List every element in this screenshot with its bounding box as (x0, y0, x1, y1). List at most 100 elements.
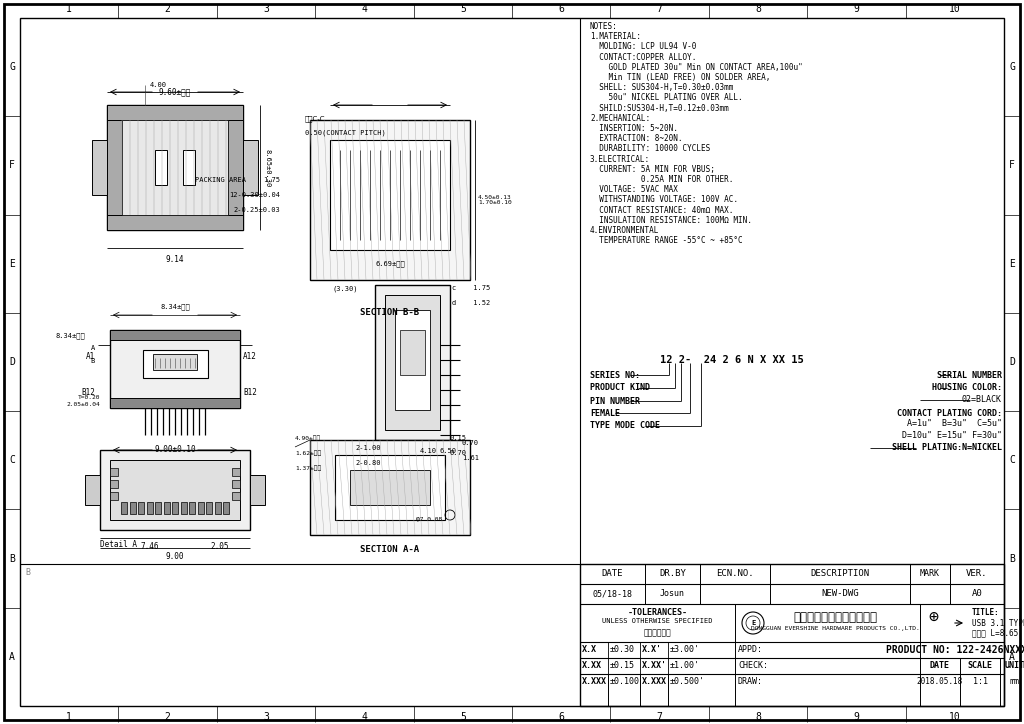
Text: DRAW:: DRAW: (738, 678, 763, 686)
Text: B: B (1009, 554, 1015, 563)
Text: CURRENT: 5A MIN FOR VBUS;: CURRENT: 5A MIN FOR VBUS; (590, 165, 715, 174)
Text: 1.62±少量: 1.62±少量 (295, 450, 322, 455)
Text: ECN.NO.: ECN.NO. (716, 570, 754, 578)
Text: ±0.500': ±0.500' (670, 678, 705, 686)
Text: A=1u"  B=3u"  C=5u": A=1u" B=3u" C=5u" (907, 419, 1002, 429)
Text: UNLESS OTHERWISE SPECIFIED: UNLESS OTHERWISE SPECIFIED (602, 618, 713, 624)
Text: Josun: Josun (660, 589, 685, 599)
Text: ±1.00': ±1.00' (670, 662, 700, 670)
Text: VER.: VER. (967, 570, 988, 578)
Text: F: F (9, 161, 15, 170)
Bar (206, 502, 212, 514)
Text: B: B (91, 358, 95, 364)
Text: 50u" NICKEL PLATING OVER ALL.: 50u" NICKEL PLATING OVER ALL. (590, 93, 742, 102)
Text: C: C (1009, 455, 1015, 466)
Text: CONTACT RESISTANCE: 40mΩ MAX.: CONTACT RESISTANCE: 40mΩ MAX. (590, 206, 733, 214)
Text: 4.90±少量: 4.90±少量 (295, 435, 322, 441)
Bar (138, 502, 144, 514)
Text: d    1.52: d 1.52 (452, 300, 490, 306)
Bar (228, 120, 243, 215)
Text: TYPE MODE CODE: TYPE MODE CODE (590, 421, 660, 431)
Text: 0.15: 0.15 (450, 435, 467, 441)
Bar (106, 215, 243, 230)
Text: 1: 1 (67, 712, 72, 722)
Text: SCALE: SCALE (968, 662, 992, 670)
Text: 东莞咏参考表: 东莞咏参考表 (644, 628, 672, 637)
Text: D=10u" E=15u" F=30u": D=10u" E=15u" F=30u" (902, 431, 1002, 439)
Text: CHECK:: CHECK: (738, 662, 768, 670)
Bar (232, 480, 240, 488)
Bar (146, 502, 153, 514)
Text: VOLTAGE: 5VAC MAX: VOLTAGE: 5VAC MAX (590, 185, 678, 194)
Text: mm: mm (1010, 678, 1020, 686)
Text: 3: 3 (263, 712, 269, 722)
Bar (110, 460, 240, 520)
Text: 1.MATERIAL:: 1.MATERIAL: (590, 32, 641, 41)
Text: 6.50: 6.50 (440, 448, 457, 454)
Bar (92, 140, 106, 195)
Text: DATE: DATE (602, 570, 624, 578)
Text: 0.50(CONTACT PITCH): 0.50(CONTACT PITCH) (305, 130, 386, 137)
Text: 05/18-18: 05/18-18 (593, 589, 633, 599)
Text: EXTRACTION: 8~20N.: EXTRACTION: 8~20N. (590, 134, 683, 143)
Text: φ7 0.08: φ7 0.08 (416, 518, 442, 523)
Text: DR.BY: DR.BY (659, 570, 686, 578)
Text: 6: 6 (558, 4, 564, 14)
Text: ±0.30: ±0.30 (610, 646, 635, 654)
Text: 1.61: 1.61 (462, 455, 479, 461)
Bar (250, 475, 265, 505)
Text: 12 2-  24 2 6 N X XX 15: 12 2- 24 2 6 N X XX 15 (660, 355, 804, 365)
Text: X.XX': X.XX' (642, 662, 667, 670)
Text: B: B (9, 554, 15, 563)
Text: 双外壳 L=8.65: 双外壳 L=8.65 (972, 628, 1018, 637)
Text: 8: 8 (755, 4, 761, 14)
Text: 2.05: 2.05 (211, 542, 229, 551)
Text: E: E (751, 620, 755, 626)
Text: Detail A: Detail A (100, 540, 137, 549)
Text: A1: A1 (86, 352, 95, 361)
Text: CONTACT PLATING CORD:: CONTACT PLATING CORD: (897, 408, 1002, 418)
Text: ±3.00': ±3.00' (670, 646, 700, 654)
Bar (164, 502, 170, 514)
Text: 东莞咏辉五金製品有限公司: 东莞咏辉五金製品有限公司 (794, 611, 878, 624)
Bar (180, 502, 186, 514)
Text: 2: 2 (165, 712, 171, 722)
Text: 6: 6 (558, 712, 564, 722)
Text: 2018.05.18: 2018.05.18 (916, 678, 964, 686)
Text: X.XXX: X.XXX (582, 678, 607, 686)
Text: G: G (1009, 62, 1015, 72)
Text: SHELL: SUS304-H,T=0.30±0.03mm: SHELL: SUS304-H,T=0.30±0.03mm (590, 83, 733, 92)
Text: 4.10: 4.10 (420, 448, 437, 454)
Text: 1.37±少量: 1.37±少量 (295, 465, 322, 471)
Text: A12: A12 (243, 352, 257, 361)
Text: INSULATION RESISTANCE: 100MΩ MIN.: INSULATION RESISTANCE: 100MΩ MIN. (590, 216, 752, 224)
Bar (172, 502, 178, 514)
Text: 7: 7 (656, 4, 663, 14)
Text: 0.70: 0.70 (450, 450, 467, 456)
Text: 2.05±0.04: 2.05±0.04 (67, 402, 100, 407)
Text: NEW-DWG: NEW-DWG (821, 589, 859, 599)
Text: USB 3.1 TYPE C FEMALE板上DIP+SMT: USB 3.1 TYPE C FEMALE板上DIP+SMT (972, 618, 1024, 627)
Text: PRODUCT NO: 122-2426NXXX15: PRODUCT NO: 122-2426NXXX15 (886, 645, 1024, 655)
Text: 4.50±0.13
1.70±0.10: 4.50±0.13 1.70±0.10 (478, 195, 512, 206)
Text: 2-0.25±0.03: 2-0.25±0.03 (233, 207, 280, 213)
Bar (310, 440, 470, 535)
Text: WITHSTANDING VOLTAGE: 100V AC.: WITHSTANDING VOLTAGE: 100V AC. (590, 195, 738, 204)
Text: 4: 4 (361, 712, 368, 722)
Text: 12-0.30±0.04: 12-0.30±0.04 (229, 192, 280, 198)
Text: 8.34±少量: 8.34±少量 (160, 303, 189, 310)
Bar (110, 480, 118, 488)
Text: ⊕: ⊕ (928, 608, 938, 626)
Bar (155, 502, 161, 514)
Text: 7: 7 (656, 712, 663, 722)
Text: SERIES NO:: SERIES NO: (590, 371, 640, 379)
Text: INSERTION: 5~20N.: INSERTION: 5~20N. (590, 124, 678, 133)
Text: 8.65±0.30: 8.65±0.30 (265, 149, 271, 187)
Text: Min TIN (LEAD FREE) ON SOLDER AREA,: Min TIN (LEAD FREE) ON SOLDER AREA, (590, 73, 770, 82)
Text: 02=BLACK: 02=BLACK (962, 395, 1002, 405)
Bar (110, 468, 118, 476)
Text: 9.60±少量: 9.60±少量 (159, 88, 191, 96)
Text: MOLDING: LCP UL94 V-0: MOLDING: LCP UL94 V-0 (590, 43, 696, 51)
Text: ±0.15: ±0.15 (610, 662, 635, 670)
Text: G: G (9, 62, 15, 72)
